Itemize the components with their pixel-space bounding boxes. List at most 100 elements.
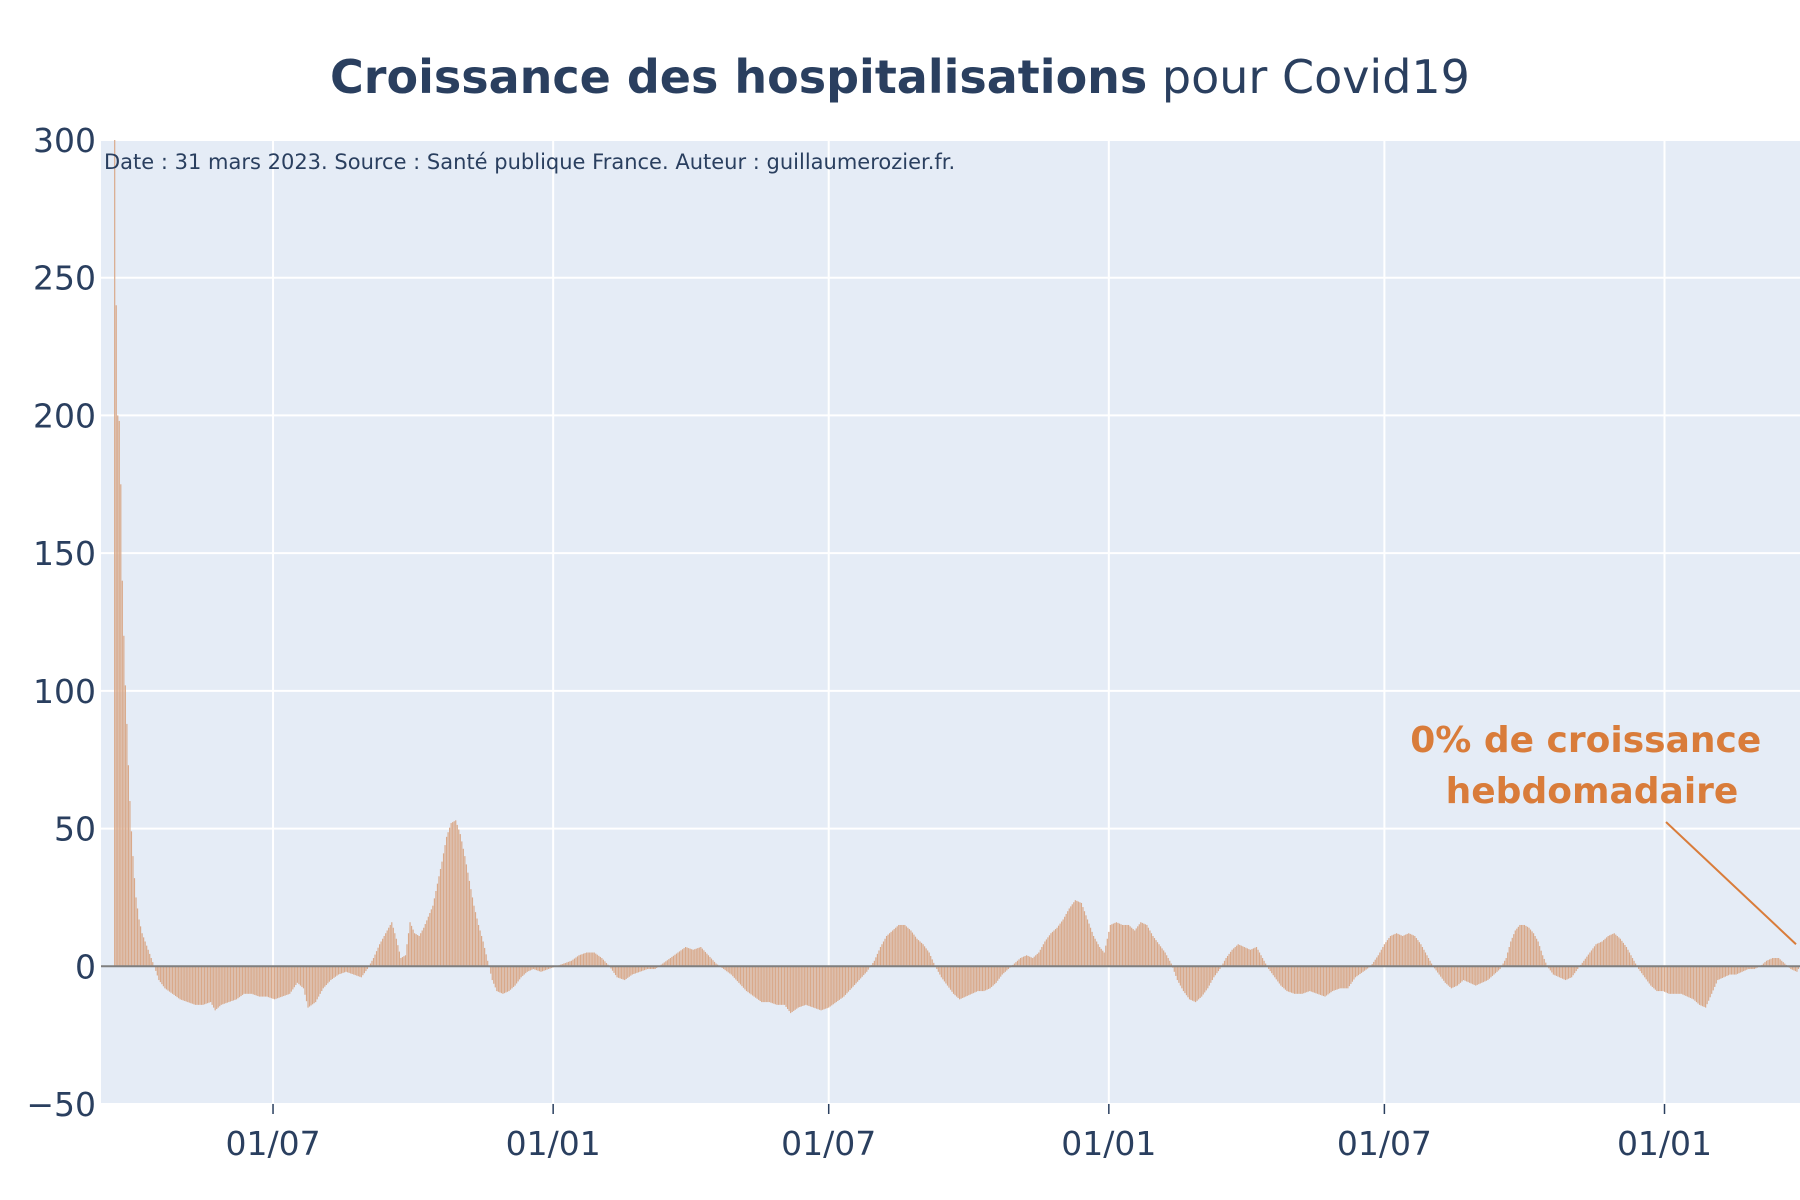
- bar: [213, 966, 215, 1008]
- bar: [1111, 924, 1113, 967]
- bar: [1007, 966, 1009, 970]
- bar: [1293, 966, 1296, 994]
- bar: [1653, 966, 1655, 989]
- bar: [1354, 966, 1357, 978]
- bar: [927, 950, 929, 967]
- bar: [158, 966, 160, 981]
- bar: [1050, 933, 1052, 967]
- bar: [350, 966, 352, 974]
- bar: [1627, 949, 1629, 967]
- bar: [1465, 966, 1468, 982]
- bar: [1561, 966, 1564, 979]
- bar: [458, 829, 460, 967]
- bar: [1263, 960, 1265, 967]
- bar: [503, 966, 506, 994]
- bar: [613, 966, 615, 973]
- bar: [885, 935, 888, 967]
- bar: [161, 966, 163, 985]
- bar: [1312, 966, 1314, 993]
- bar: [534, 966, 536, 970]
- bar: [226, 966, 228, 1003]
- x-axis-ticks: 01/07 01/01 01/07 01/01 01/07 01/01: [225, 1104, 1712, 1163]
- bar: [1621, 940, 1623, 967]
- bar: [1074, 900, 1076, 967]
- bar: [1424, 952, 1427, 967]
- bar: [187, 966, 189, 1003]
- bar: [671, 956, 673, 967]
- bar: [861, 966, 863, 977]
- bar: [764, 966, 766, 1003]
- bar: [316, 966, 318, 1000]
- bar: [1532, 933, 1535, 967]
- bar: [143, 937, 145, 967]
- bar: [1567, 966, 1570, 979]
- bar: [432, 905, 434, 967]
- bar: [412, 929, 414, 967]
- bar: [864, 966, 866, 974]
- bar: [512, 966, 515, 987]
- bar: [818, 966, 821, 1010]
- bar: [342, 966, 344, 973]
- bar: [130, 831, 133, 967]
- bar: [426, 920, 428, 967]
- bar: [284, 966, 286, 996]
- bar: [1047, 937, 1049, 967]
- bar: [1528, 927, 1530, 967]
- bar: [383, 935, 385, 967]
- bar: [634, 966, 636, 974]
- bar: [570, 960, 573, 967]
- bar: [1542, 955, 1544, 967]
- bar: [835, 966, 837, 1003]
- bar: [1105, 945, 1107, 967]
- bar: [639, 966, 641, 972]
- bar: [649, 966, 652, 970]
- bar: [855, 966, 857, 984]
- bar: [573, 958, 576, 967]
- bar: [630, 966, 632, 976]
- bar: [400, 958, 402, 967]
- bar: [1374, 959, 1376, 967]
- bar: [255, 966, 257, 996]
- bar: [742, 966, 745, 988]
- bar: [1003, 966, 1005, 974]
- bar: [1257, 949, 1259, 967]
- bar: [1537, 941, 1539, 967]
- bar: [937, 966, 939, 972]
- bar: [648, 966, 650, 970]
- bar: [698, 947, 700, 967]
- bar: [243, 966, 245, 994]
- bar: [1499, 966, 1501, 970]
- bar: [1016, 960, 1019, 967]
- bar: [1796, 966, 1798, 972]
- bar: [1473, 966, 1475, 985]
- bar: [1274, 966, 1276, 978]
- bar: [414, 933, 416, 967]
- bar: [1429, 960, 1431, 967]
- bar: [409, 922, 411, 967]
- bar: [543, 966, 545, 971]
- bar: [1435, 966, 1437, 971]
- bar: [1523, 924, 1526, 967]
- bar: [1475, 966, 1477, 986]
- bar: [1112, 923, 1114, 967]
- bar: [920, 942, 923, 967]
- bar: [1132, 929, 1134, 967]
- bar: [840, 966, 842, 999]
- bar: [587, 952, 589, 967]
- bar: [1153, 938, 1156, 967]
- bar: [135, 897, 137, 967]
- bar: [751, 966, 754, 996]
- bar: [1321, 966, 1323, 996]
- bar: [444, 845, 446, 967]
- bar: [1230, 951, 1232, 967]
- bar: [1430, 963, 1433, 967]
- bar: [538, 966, 541, 972]
- bar: [232, 966, 235, 1001]
- bar: [120, 484, 122, 967]
- bar: [828, 966, 830, 1008]
- bar: [1347, 966, 1349, 989]
- bar: [461, 841, 463, 967]
- bar: [665, 961, 667, 967]
- bar: [1741, 966, 1743, 972]
- bar: [1555, 966, 1558, 976]
